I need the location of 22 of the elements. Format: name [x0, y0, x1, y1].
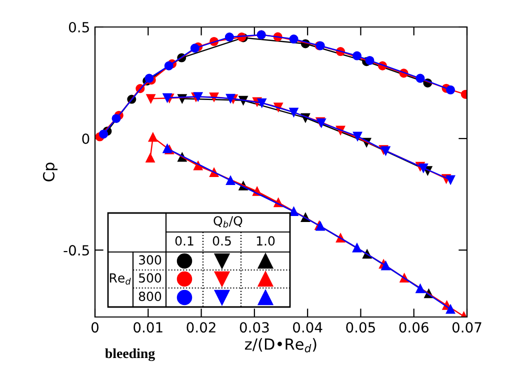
- annotation: Q$_{b}$/Q: [214, 216, 242, 228]
- text: bleeding: [105, 348, 155, 362]
- annotation: 500: [139, 273, 162, 283]
- annotation: Re$_{d}$: [110, 273, 131, 285]
- x-tick-label: 0.03: [240, 322, 269, 333]
- annotation: 0.1: [175, 236, 194, 246]
- x-tick-label: 0.02: [186, 322, 216, 333]
- x-tick-label: 0.07: [452, 322, 482, 333]
- x-tick-label: 0: [91, 322, 98, 333]
- x-tick-label: 0.05: [346, 322, 375, 333]
- annotation: 1.0: [256, 236, 275, 246]
- y-tick-label: -0.5: [64, 245, 89, 256]
- x-tick-label: 0.06: [399, 322, 428, 333]
- y-tick-label: 0: [82, 134, 90, 144]
- y-axis-title: Cp: [42, 162, 58, 182]
- x-axis-title: z/(D•Re$_{d}$): [244, 338, 316, 352]
- x-tick-label: 0.01: [134, 322, 162, 333]
- annotation: 0.5: [212, 236, 231, 246]
- annotation: 300: [139, 255, 162, 265]
- annotation: 800: [138, 292, 162, 302]
- x-tick-label: 0.04: [293, 322, 322, 333]
- y-tick-label: 0.5: [68, 22, 89, 32]
